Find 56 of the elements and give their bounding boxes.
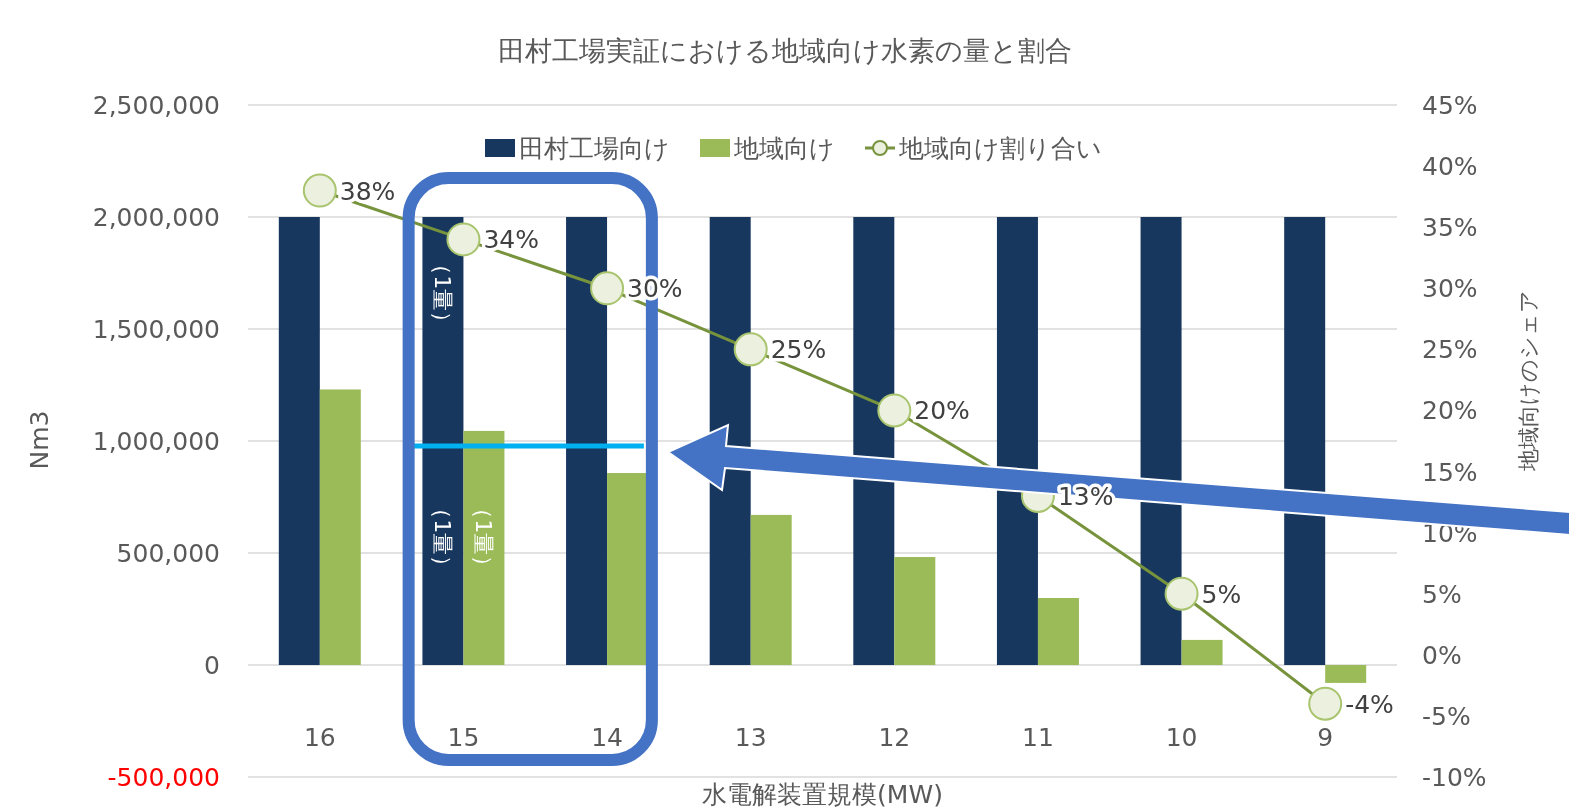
bar bbox=[1181, 639, 1223, 665]
bar bbox=[1037, 598, 1079, 665]
y-tick-label: 2,000,000 bbox=[92, 203, 220, 232]
x-tick-label: 16 bbox=[303, 723, 336, 752]
y2-tick-label: -10% bbox=[1422, 763, 1487, 792]
y-tick-label: 1,500,000 bbox=[92, 315, 220, 344]
bar bbox=[319, 389, 361, 665]
bar bbox=[607, 473, 649, 665]
bar bbox=[422, 217, 464, 665]
y2-tick-label: 45% bbox=[1422, 91, 1478, 120]
bar bbox=[566, 217, 608, 665]
x-tick-label: 14 bbox=[591, 723, 623, 752]
x-tick-label: 15 bbox=[447, 723, 480, 752]
legend-label: 地域向け bbox=[733, 134, 835, 163]
data-label: 38% bbox=[339, 176, 396, 206]
y2-tick-label: 15% bbox=[1422, 457, 1478, 487]
bar bbox=[853, 217, 895, 665]
y2-tick-label: 20% bbox=[1422, 396, 1478, 426]
bar bbox=[750, 514, 792, 665]
x-axis-title: 水電解装置規模(MW) bbox=[702, 780, 943, 809]
legend-label: 地域向け割り合い bbox=[898, 134, 1102, 163]
y-tick-label: 1,000,000 bbox=[92, 427, 220, 456]
x-tick-label: 11 bbox=[1022, 723, 1054, 752]
annotation: （1量） bbox=[429, 253, 455, 334]
bar bbox=[278, 217, 320, 665]
y2-tick-label: -5% bbox=[1422, 701, 1471, 731]
y2-tick-label: 25% bbox=[1422, 335, 1478, 365]
y-tick-label: 2,500,000 bbox=[92, 91, 220, 120]
x-tick-label: 13 bbox=[734, 723, 767, 752]
y2-tick-label: 35% bbox=[1422, 213, 1478, 243]
data-label: 20% bbox=[914, 396, 970, 426]
data-label: 25% bbox=[770, 335, 827, 365]
bar bbox=[1284, 217, 1326, 665]
y-tick-label: 500,000 bbox=[116, 539, 220, 568]
chart-title: 田村工場実証における地域向け水素の量と割合 bbox=[498, 35, 1072, 66]
annotation: （1量） bbox=[470, 497, 496, 578]
y2-tick-label: 40% bbox=[1422, 152, 1478, 182]
data-label: -4% bbox=[1345, 689, 1394, 719]
x-tick-label: 12 bbox=[878, 723, 911, 752]
y-tick-label: -500,000 bbox=[107, 763, 220, 792]
y2-axis-title: 地域向けのシェア bbox=[1516, 289, 1541, 472]
data-label: 5% bbox=[1201, 579, 1242, 609]
bar bbox=[996, 217, 1038, 665]
x-tick-label: 9 bbox=[1317, 723, 1334, 752]
y-tick-label: 0 bbox=[204, 651, 220, 680]
data-label: 34% bbox=[483, 225, 540, 255]
y2-tick-label: 30% bbox=[1422, 274, 1478, 304]
x-tick-label: 10 bbox=[1165, 723, 1198, 752]
y-axis-title: Nm3 bbox=[25, 410, 54, 470]
bar bbox=[894, 557, 936, 665]
annotation: （1量） bbox=[429, 497, 455, 578]
y2-tick-label: 5% bbox=[1422, 579, 1462, 609]
legend-label: 田村工場向け bbox=[519, 134, 670, 163]
bar bbox=[463, 430, 505, 665]
bar bbox=[1325, 665, 1367, 683]
y2-tick-label: 0% bbox=[1422, 640, 1462, 670]
